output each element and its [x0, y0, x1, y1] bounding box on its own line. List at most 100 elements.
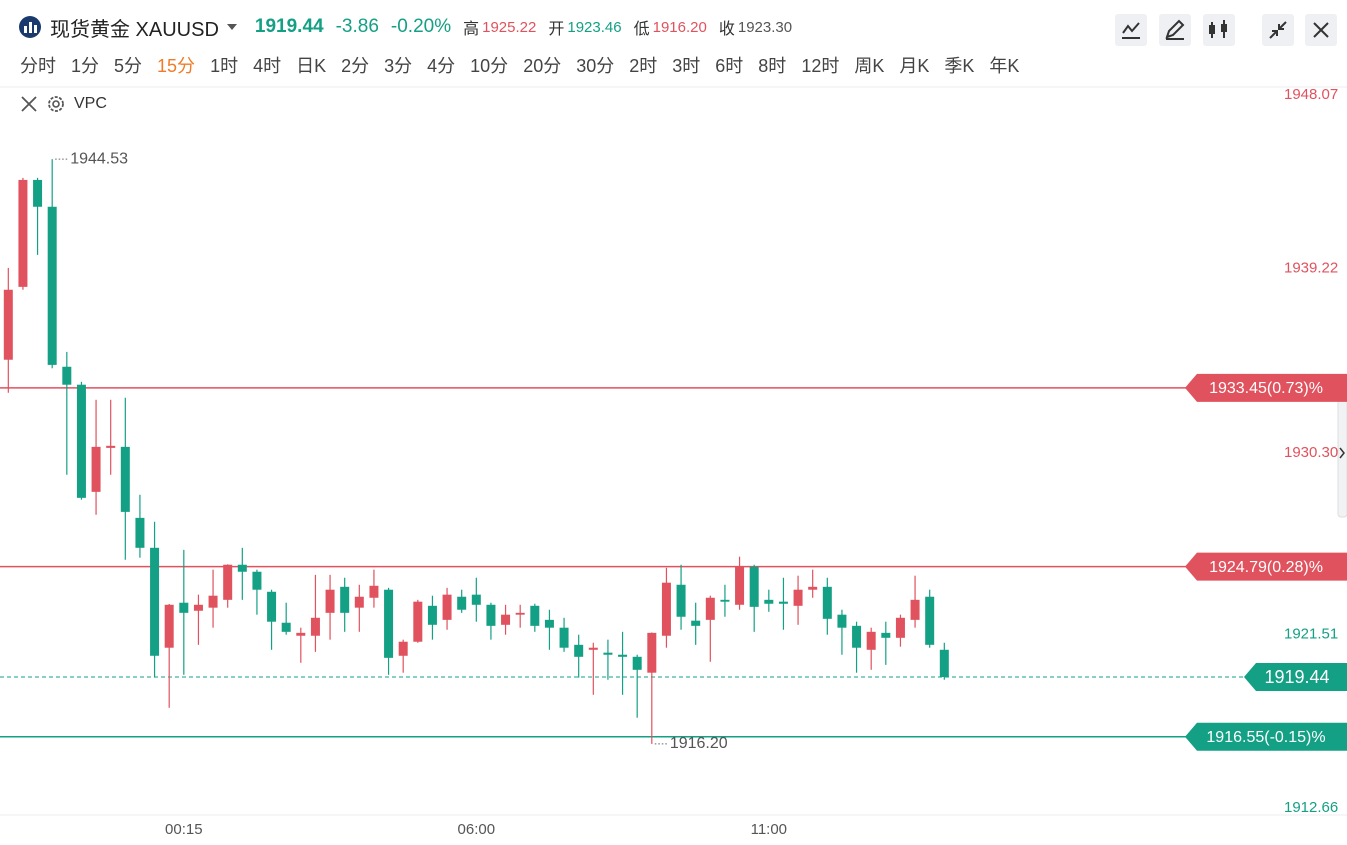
price: 1919.44 — [254, 16, 324, 37]
candle-body — [76, 384, 86, 498]
candle-body — [720, 599, 730, 602]
x-tick-label: 00:15 — [165, 821, 203, 838]
low-marker-label: 1916.20 — [670, 735, 728, 752]
candle-body — [939, 649, 949, 678]
timeframe-tab[interactable]: 30分 — [576, 56, 615, 76]
header: 现货黄金 XAUUSD 1919.44 -3.86 -0.20% 高 1925.2… — [18, 10, 792, 44]
candle-body — [910, 599, 920, 620]
timeframe-tab[interactable]: 月K — [899, 56, 930, 76]
timeframe-tab[interactable]: 季K — [944, 56, 975, 76]
icon — [1313, 22, 1329, 38]
candle-body — [3, 289, 13, 360]
stat-label: 收 — [718, 21, 735, 38]
timeframe-tab[interactable]: 15分 — [157, 56, 196, 76]
candle-body — [384, 589, 394, 658]
timeframe-tab[interactable]: 周K — [854, 56, 885, 76]
reference-flag — [1185, 722, 1347, 751]
candle-body — [457, 596, 467, 610]
change-pct: -0.20% — [390, 16, 452, 37]
candle-body — [120, 446, 130, 512]
stat-value: 1923.46 — [567, 18, 622, 36]
icon — [1122, 22, 1140, 39]
timeframe-tab[interactable]: 10分 — [470, 56, 509, 76]
reference-label: 1933.45(0.73)% — [1209, 380, 1323, 397]
timeframe-tab[interactable]: 2分 — [341, 56, 370, 76]
timeframe-tab[interactable]: 12时 — [801, 56, 840, 76]
timeframe-tab[interactable]: 4时 — [253, 56, 282, 76]
candle-body — [749, 566, 759, 607]
candle-body — [91, 446, 101, 492]
candle-body — [62, 366, 72, 385]
dropdown-caret[interactable] — [226, 24, 237, 30]
timeframe-tab[interactable]: 3分 — [384, 56, 413, 76]
candle-body — [252, 571, 262, 590]
candle-body — [895, 617, 905, 638]
candle-body — [340, 586, 350, 613]
candle-body — [442, 594, 452, 620]
candle-body — [18, 179, 28, 287]
last-price-flag — [1244, 663, 1347, 692]
x-tick-label: 11:00 — [751, 821, 787, 838]
candle-body — [369, 585, 379, 598]
icon — [1209, 25, 1215, 34]
candle-body — [310, 617, 320, 636]
stat-value: 1925.22 — [482, 18, 537, 36]
stat-value: 1923.30 — [737, 18, 793, 36]
candle-body — [471, 594, 481, 605]
candle-body — [164, 604, 174, 648]
candle-body — [267, 591, 277, 622]
timeframe-tab[interactable]: 6时 — [715, 56, 744, 76]
button[interactable] — [1159, 14, 1191, 46]
timeframe-tab[interactable]: 1时 — [210, 56, 239, 76]
toolbar-buttons — [1115, 14, 1337, 46]
timeframe-tab[interactable]: 5分 — [114, 56, 143, 76]
candle-body — [208, 595, 218, 608]
timeframe-tab[interactable]: 1分 — [71, 56, 100, 76]
timeframe-tab[interactable]: 2时 — [629, 56, 658, 76]
candle-body — [325, 589, 335, 613]
candle-body — [413, 601, 423, 642]
y-tick-label: 1921.51 — [1284, 625, 1338, 642]
indicator-name: VPC — [74, 95, 107, 112]
y-tick-label: 1912.66 — [1284, 799, 1338, 816]
candle-body — [486, 604, 496, 626]
stat-value: 1916.20 — [652, 18, 707, 36]
timeframe-tab[interactable]: 日K — [296, 56, 327, 76]
candle-body — [618, 654, 628, 657]
logo — [19, 16, 41, 38]
button[interactable] — [1203, 14, 1235, 46]
timeframe-tab[interactable]: 20分 — [523, 56, 562, 76]
candle-body — [705, 597, 715, 620]
candle-body — [354, 596, 364, 608]
candle-body — [735, 566, 745, 605]
candle-body — [632, 656, 642, 670]
candle-body — [852, 625, 862, 648]
change: -3.86 — [335, 16, 379, 37]
candle-body — [822, 586, 832, 619]
candle-body — [691, 620, 701, 626]
candle-body — [866, 631, 876, 650]
candle-body — [427, 605, 437, 625]
candle-body — [135, 517, 145, 548]
timeframe-tab[interactable]: 4分 — [427, 56, 456, 76]
timeframe-tab[interactable]: 8时 — [758, 56, 787, 76]
high-marker-label: 1944.53 — [70, 150, 128, 167]
timeframe-tab[interactable]: 3时 — [672, 56, 701, 76]
candle-body — [588, 647, 598, 650]
timeframe-tab[interactable]: 年K — [989, 56, 1020, 76]
scroll-arrow — [1339, 447, 1345, 459]
close-icon[interactable] — [20, 95, 38, 113]
x-tick-label: 06:00 — [458, 821, 496, 838]
candle-body — [33, 179, 43, 207]
reference-flag — [1185, 373, 1347, 402]
candle-body — [47, 206, 57, 365]
stat-label: 低 — [633, 21, 650, 38]
candle-body — [223, 564, 233, 600]
stats: 高 1925.22 开 1923.46 低 1916.20 收 1923.30 — [451, 15, 792, 39]
settings-icon[interactable] — [46, 94, 66, 114]
candle-body — [179, 602, 189, 613]
candle-body — [281, 622, 291, 632]
timeframe-tab[interactable]: 分时 — [20, 56, 56, 76]
